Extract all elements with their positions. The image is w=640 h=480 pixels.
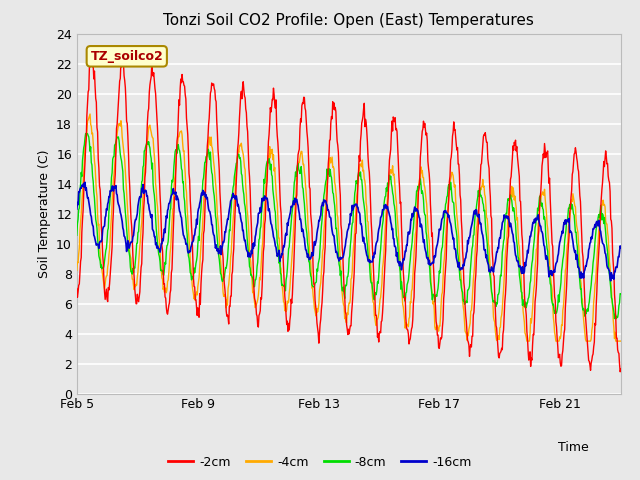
Text: Time: Time	[558, 441, 589, 454]
Legend: -2cm, -4cm, -8cm, -16cm: -2cm, -4cm, -8cm, -16cm	[163, 451, 477, 474]
Y-axis label: Soil Temperature (C): Soil Temperature (C)	[38, 149, 51, 278]
Text: TZ_soilco2: TZ_soilco2	[90, 50, 163, 63]
Title: Tonzi Soil CO2 Profile: Open (East) Temperatures: Tonzi Soil CO2 Profile: Open (East) Temp…	[163, 13, 534, 28]
